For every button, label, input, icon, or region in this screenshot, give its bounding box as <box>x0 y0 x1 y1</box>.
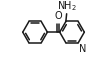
Text: NH$_2$: NH$_2$ <box>57 0 77 13</box>
Text: N: N <box>79 44 87 54</box>
Text: O: O <box>54 11 62 21</box>
